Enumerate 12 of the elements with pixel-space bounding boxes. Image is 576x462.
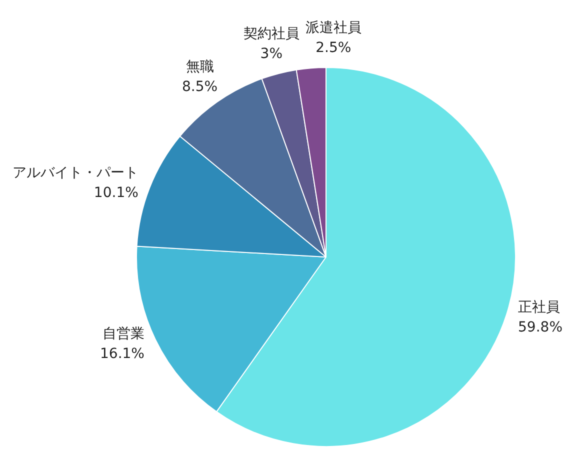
data-label: 8.5% — [182, 79, 218, 96]
slice-label: 契約社員 — [243, 26, 300, 42]
data-label: 16.1% — [100, 346, 144, 362]
data-label: 3% — [260, 46, 283, 62]
slice-label: アルバイト・パート — [12, 165, 138, 182]
data-label: 10.1% — [94, 185, 138, 202]
slice-label: 正社員 — [518, 300, 560, 316]
slice-label: 自営業 — [102, 326, 144, 342]
slice-label: 無職 — [186, 59, 214, 76]
data-label: 2.5% — [316, 40, 352, 56]
slice-label: 派遣社員 — [305, 20, 362, 36]
data-label: 59.8% — [518, 320, 563, 336]
